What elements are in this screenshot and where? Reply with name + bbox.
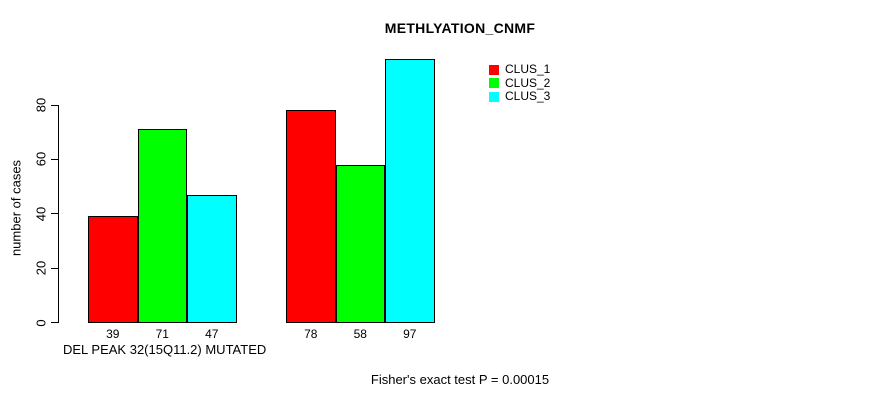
chart-legend: CLUS_1 CLUS_2 CLUS_3 bbox=[489, 62, 551, 104]
legend-item-clus-2: CLUS_2 bbox=[489, 75, 551, 91]
y-axis-tick-label: 0 bbox=[33, 318, 49, 327]
bar-clus_3-group2 bbox=[385, 58, 435, 323]
bar-clus_3-group1 bbox=[187, 194, 237, 323]
bar-value-label-clus_3-group2: 97 bbox=[403, 327, 417, 341]
bar-value-label-clus_1-group1: 39 bbox=[106, 327, 120, 341]
y-axis-tick-label: 80 bbox=[33, 97, 49, 113]
y-axis-tick-label: 20 bbox=[33, 260, 49, 276]
legend-swatch-clus-2-icon bbox=[489, 78, 499, 89]
y-axis-tick-label: 40 bbox=[33, 206, 49, 221]
bar-clus_1-group1 bbox=[88, 216, 138, 323]
y-axis-tick bbox=[51, 213, 58, 215]
legend-label-clus-2: CLUS_2 bbox=[505, 75, 551, 90]
y-axis-title: number of cases bbox=[8, 159, 24, 257]
y-axis-tick bbox=[51, 322, 58, 323]
bar-value-label-clus_2-group1: 71 bbox=[155, 327, 169, 341]
chart-title: METHLYATION_CNMF bbox=[384, 20, 536, 36]
bar-clus_2-group1 bbox=[137, 129, 187, 323]
y-axis-tick bbox=[51, 158, 58, 160]
legend-swatch-clus-1-icon bbox=[489, 64, 499, 75]
bar-value-label-clus_1-group2: 78 bbox=[304, 327, 318, 341]
y-axis-tick-label: 60 bbox=[33, 152, 49, 167]
y-axis-line bbox=[58, 105, 59, 323]
bar-clus_2-group2 bbox=[335, 164, 385, 323]
bar-value-label-clus_2-group2: 58 bbox=[353, 327, 367, 341]
legend-label-clus-1: CLUS_1 bbox=[505, 62, 551, 76]
legend-swatch-clus-3-icon bbox=[489, 91, 499, 102]
legend-item-clus-3: CLUS_3 bbox=[489, 89, 551, 104]
y-axis-tick bbox=[51, 104, 58, 106]
legend-item-clus-1: CLUS_1 bbox=[489, 62, 551, 77]
legend-label-clus-3: CLUS_3 bbox=[505, 89, 551, 103]
bar-value-label-clus_3-group1: 47 bbox=[205, 327, 219, 341]
y-axis-tick bbox=[51, 267, 58, 269]
x-axis-title: DEL PEAK 32(15Q11.2) MUTATED bbox=[63, 342, 267, 357]
bar-clus_1-group2 bbox=[286, 110, 336, 323]
fisher-test-annotation: Fisher's exact test P = 0.00015 bbox=[370, 372, 550, 387]
